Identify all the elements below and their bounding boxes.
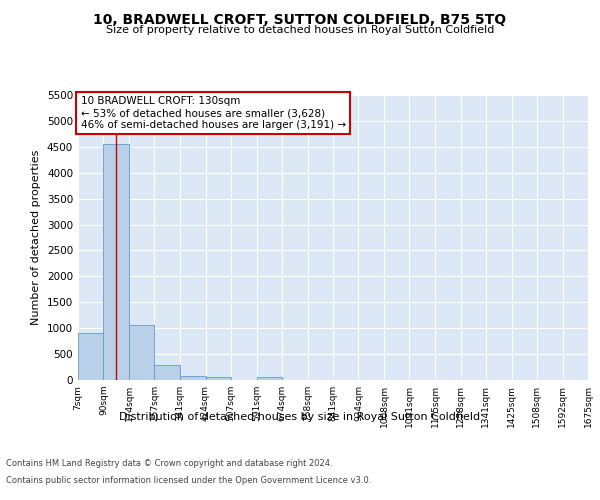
Text: Size of property relative to detached houses in Royal Sutton Coldfield: Size of property relative to detached ho… <box>106 25 494 35</box>
Bar <box>78 334 103 380</box>
Bar <box>180 376 205 380</box>
Bar <box>205 376 231 380</box>
Text: Contains HM Land Registry data © Crown copyright and database right 2024.: Contains HM Land Registry data © Crown c… <box>6 458 332 468</box>
Text: 10, BRADWELL CROFT, SUTTON COLDFIELD, B75 5TQ: 10, BRADWELL CROFT, SUTTON COLDFIELD, B7… <box>94 12 506 26</box>
Bar <box>129 325 154 380</box>
Text: Distribution of detached houses by size in Royal Sutton Coldfield: Distribution of detached houses by size … <box>119 412 481 422</box>
Bar <box>257 377 282 380</box>
Text: Contains public sector information licensed under the Open Government Licence v3: Contains public sector information licen… <box>6 476 371 485</box>
Bar <box>154 364 180 380</box>
Text: 10 BRADWELL CROFT: 130sqm
← 53% of detached houses are smaller (3,628)
46% of se: 10 BRADWELL CROFT: 130sqm ← 53% of detac… <box>80 96 346 130</box>
Bar <box>103 144 129 380</box>
Y-axis label: Number of detached properties: Number of detached properties <box>31 150 41 325</box>
